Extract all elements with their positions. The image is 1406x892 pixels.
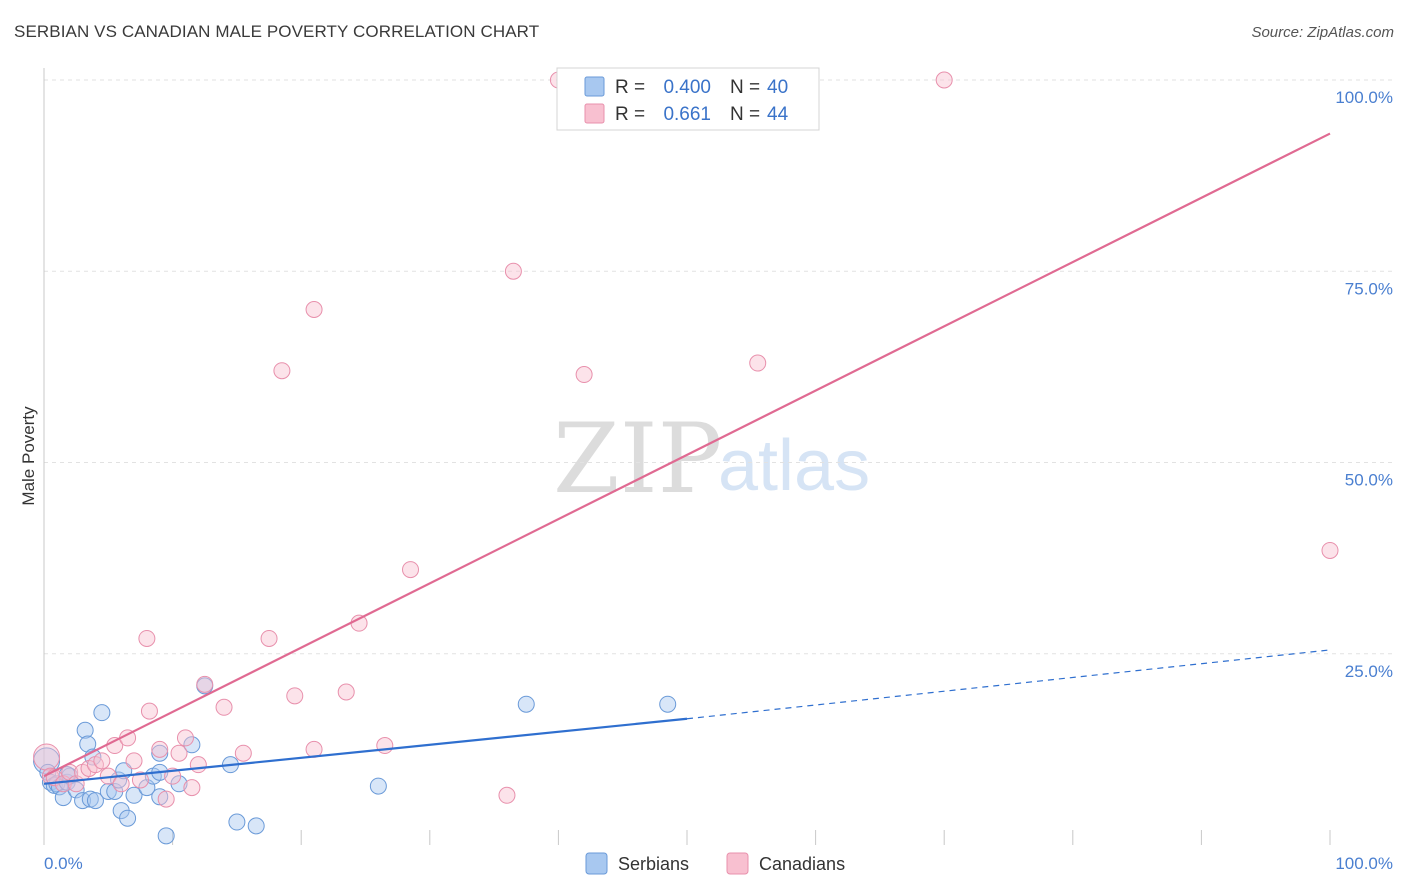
legend-swatch-canadians bbox=[584, 103, 605, 124]
legend-r-canadians: 0.661 bbox=[663, 104, 711, 125]
canadians-point bbox=[183, 779, 201, 797]
watermark-atlas: atlas bbox=[718, 426, 870, 506]
y-tick-labels: 25.0% 50.0% 75.0% 100.0% bbox=[1335, 88, 1393, 681]
serbians-point bbox=[247, 817, 265, 835]
trend-lines bbox=[43, 132, 1331, 785]
serbians-point bbox=[125, 786, 143, 804]
canadians-point bbox=[93, 752, 111, 770]
x-tick-label-max: 100.0% bbox=[1335, 854, 1393, 873]
chart-title: SERBIAN VS CANADIAN MALE POVERTY CORRELA… bbox=[14, 22, 540, 41]
canadians-point bbox=[170, 744, 188, 762]
serbians-point bbox=[151, 788, 169, 806]
series-legend: Serbians Canadians bbox=[585, 852, 845, 875]
stats-legend: R = 0.400 N = 40 R = 0.661 N = 44 bbox=[556, 67, 820, 131]
serbians-trend-extension bbox=[686, 649, 1331, 720]
canadians-points bbox=[33, 71, 1339, 808]
gridlines bbox=[44, 79, 1393, 655]
legend-n-label-canadians: N = bbox=[730, 104, 760, 125]
canadians-point bbox=[140, 702, 158, 720]
bottom-legend-swatch-serbians bbox=[585, 852, 608, 875]
canadians-point bbox=[234, 744, 252, 762]
y-tick-label-75: 75.0% bbox=[1345, 279, 1393, 298]
canadians-point bbox=[157, 790, 175, 808]
canadians-point bbox=[575, 366, 593, 384]
canadians-point bbox=[376, 737, 394, 755]
canadians-point bbox=[337, 683, 355, 701]
y-tick-label-100: 100.0% bbox=[1335, 88, 1393, 107]
bottom-legend-swatch-canadians bbox=[726, 852, 749, 875]
legend-r-label-canadians: R = bbox=[615, 104, 645, 125]
canadians-point bbox=[504, 262, 522, 280]
x-tick-label-min: 0.0% bbox=[44, 854, 83, 873]
canadians-trend-line bbox=[43, 132, 1331, 778]
canadians-point bbox=[125, 752, 143, 770]
canadians-point bbox=[402, 561, 420, 579]
serbians-point bbox=[517, 695, 535, 713]
legend-n-serbians: 40 bbox=[767, 77, 788, 98]
canadians-point bbox=[215, 698, 233, 716]
canadians-point bbox=[749, 354, 767, 372]
legend-n-canadians: 44 bbox=[767, 104, 789, 125]
legend-n-label-serbians: N = bbox=[730, 77, 760, 98]
serbians-point bbox=[76, 721, 94, 739]
serbians-point bbox=[228, 813, 246, 831]
axes bbox=[43, 68, 1331, 845]
canadians-point bbox=[1321, 541, 1339, 559]
serbians-point bbox=[183, 736, 201, 754]
canadians-point bbox=[33, 743, 61, 771]
legend-swatch-serbians bbox=[584, 76, 605, 97]
y-tick-label-25: 25.0% bbox=[1345, 662, 1393, 681]
canadians-point bbox=[286, 687, 304, 705]
serbians-point bbox=[659, 695, 677, 713]
serbians-point bbox=[93, 704, 111, 722]
legend-r-label-serbians: R = bbox=[615, 77, 645, 98]
canadians-point bbox=[305, 301, 323, 318]
canadians-point bbox=[131, 771, 149, 789]
serbians-point bbox=[86, 792, 104, 810]
canadians-point bbox=[151, 740, 169, 758]
legend-r-serbians: 0.400 bbox=[663, 77, 711, 98]
serbians-point bbox=[151, 744, 169, 762]
canadians-point bbox=[138, 629, 156, 647]
bottom-legend-label-serbians: Serbians bbox=[618, 854, 689, 874]
canadians-point bbox=[260, 629, 278, 647]
canadians-point bbox=[273, 362, 291, 380]
watermark-zip: ZIP bbox=[553, 403, 722, 515]
serbians-point bbox=[119, 809, 137, 827]
canadians-point bbox=[498, 786, 516, 804]
canadians-point bbox=[176, 729, 194, 747]
bottom-legend-label-canadians: Canadians bbox=[759, 854, 845, 874]
canadians-point bbox=[196, 675, 214, 693]
y-tick-label-50: 50.0% bbox=[1345, 471, 1393, 490]
serbians-point bbox=[79, 735, 97, 753]
source-credit: Source: ZipAtlas.com bbox=[1251, 24, 1394, 41]
serbians-trend-line bbox=[43, 717, 688, 785]
serbians-point bbox=[369, 777, 387, 795]
canadians-point bbox=[935, 71, 953, 89]
serbians-point bbox=[157, 827, 175, 845]
canadians-point bbox=[112, 775, 130, 793]
y-axis-label: Male Poverty bbox=[19, 406, 38, 506]
serbians-point bbox=[99, 782, 117, 800]
canadians-point bbox=[189, 756, 207, 774]
